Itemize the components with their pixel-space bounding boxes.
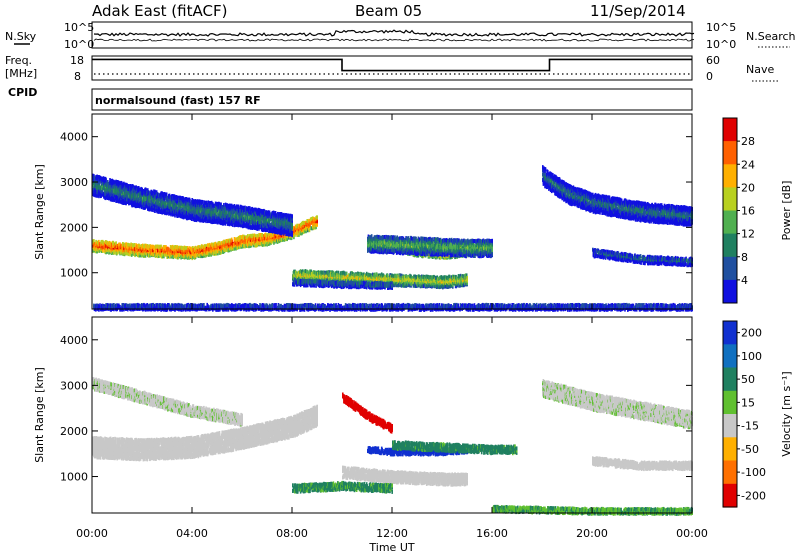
scatter-cell xyxy=(291,231,293,235)
scatter-cell xyxy=(189,199,191,203)
noise-sky-trace xyxy=(94,30,694,36)
scatter-cell xyxy=(201,200,203,204)
freq-label-top: Freq. xyxy=(5,54,32,67)
date-title: 11/Sep/2014 xyxy=(590,2,686,20)
noise-panel: N.Sky 10^5 10^0 10^5 10^0 N.Search xyxy=(5,21,796,51)
scatter-cell xyxy=(316,215,318,219)
scatter-cell xyxy=(166,193,168,197)
noise-right-tick-top: 10^5 xyxy=(706,21,736,34)
noise-search-trace xyxy=(94,39,694,41)
radar-title: Adak East (fitACF) xyxy=(92,2,227,20)
freq-label-bottom: [MHz] xyxy=(5,67,37,80)
noise-search-label: N.Search xyxy=(746,30,796,43)
noise-sky-label: N.Sky xyxy=(5,30,37,43)
nave-tick-bottom: 0 xyxy=(706,70,713,83)
noise-left-tick-top: 10^5 xyxy=(64,21,94,34)
scatter-cell xyxy=(269,211,271,215)
scatter-cell xyxy=(306,219,308,223)
scatter-cell xyxy=(105,178,107,182)
scatter-cell xyxy=(291,214,293,218)
noise-left-tick-bottom: 10^0 xyxy=(64,38,94,51)
freq-trace xyxy=(92,59,692,70)
scatter-cell xyxy=(440,256,442,260)
freq-left-tick-bottom: 8 xyxy=(74,70,81,83)
cpid-label: CPID xyxy=(8,86,37,99)
scatter-cell xyxy=(309,228,311,232)
scatter-cell xyxy=(134,243,136,247)
cpid-text: normalsound (fast) 157 RF xyxy=(95,94,261,107)
nave-tick-top: 60 xyxy=(706,54,720,67)
nave-label: Nave xyxy=(746,63,774,76)
scatter-cell xyxy=(291,222,293,226)
beam-title: Beam 05 xyxy=(355,2,422,20)
freq-panel: Freq. [MHz] 18 8 60 0 Nave CPID xyxy=(5,54,778,99)
scatter-cell xyxy=(371,234,373,238)
cpid-panel: normalsound (fast) 157 RF xyxy=(92,89,692,110)
noise-right-tick-bottom: 10^0 xyxy=(706,38,736,51)
freq-left-tick-top: 18 xyxy=(70,54,84,67)
